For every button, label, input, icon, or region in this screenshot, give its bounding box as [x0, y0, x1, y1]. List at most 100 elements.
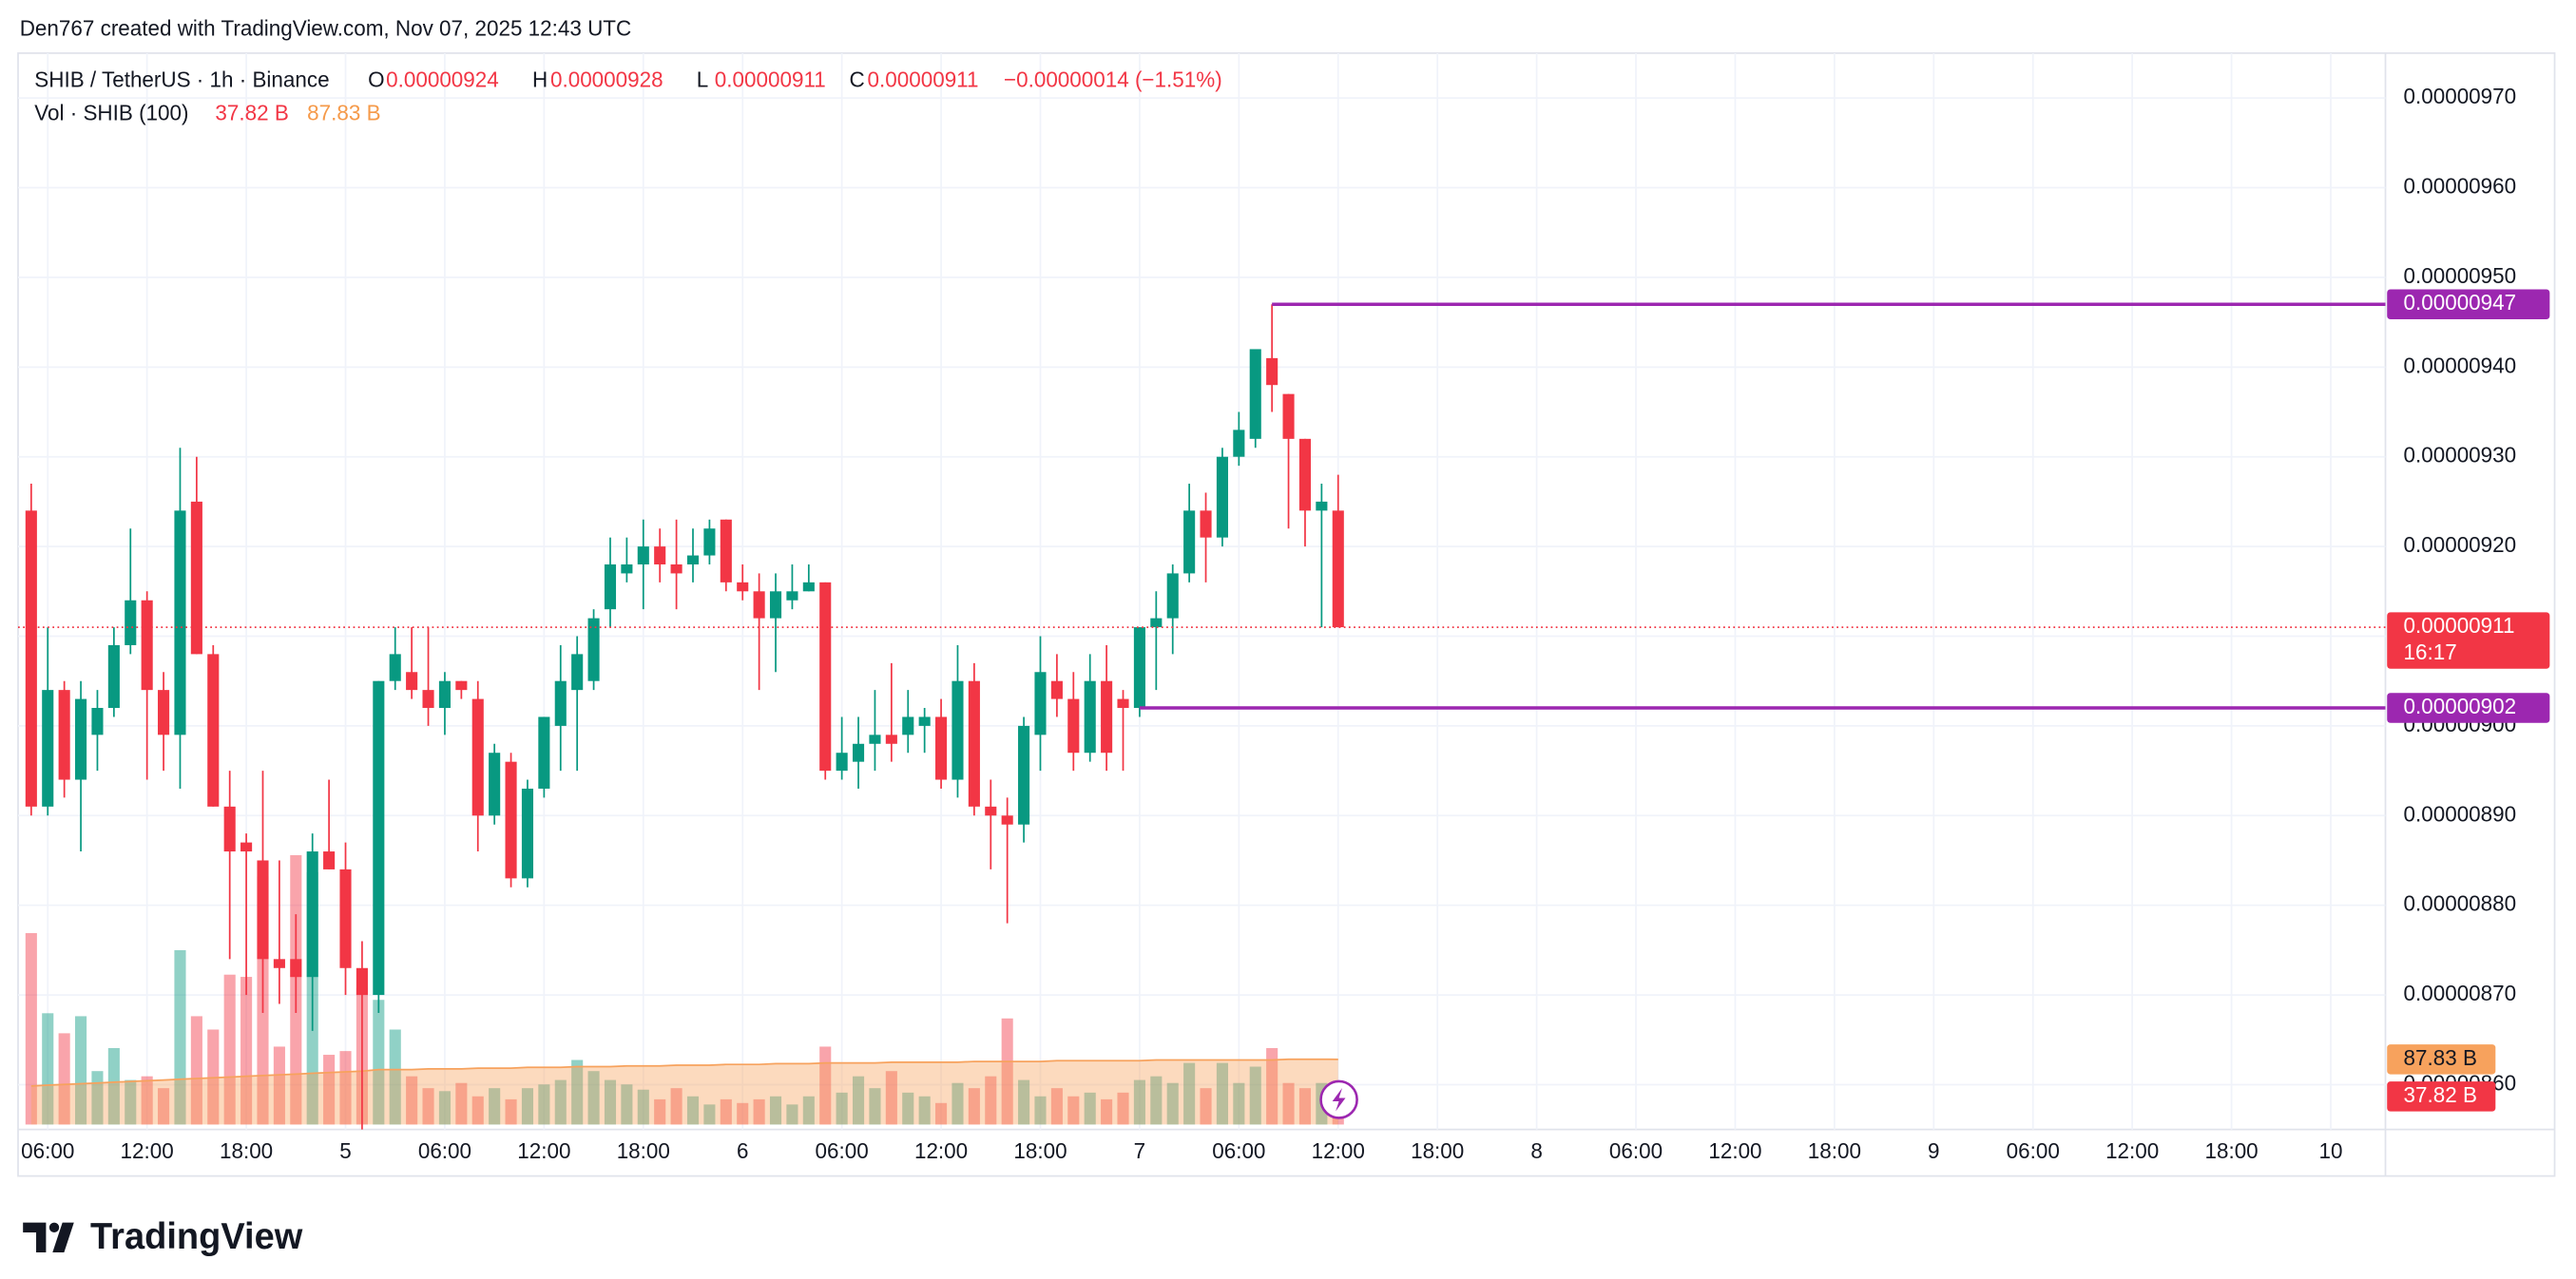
overlay: 0.000008600.000008700.000008800.00000890…: [18, 85, 2550, 1163]
volume-bar: [1034, 1096, 1047, 1125]
volume-bar: [819, 1046, 832, 1125]
volume-bar: [339, 1051, 352, 1125]
volume-bar: [918, 1096, 931, 1125]
volume-bar: [885, 1071, 897, 1125]
candle-body: [1034, 672, 1047, 735]
volume-badge-label: 87.83 B: [2404, 1046, 2477, 1070]
replay-bolt[interactable]: [1332, 1087, 1346, 1112]
candle-body: [273, 959, 285, 968]
y-tick-label: 0.00000960: [2404, 174, 2517, 198]
candle-body: [1216, 456, 1228, 538]
volume-bar: [1200, 1088, 1212, 1125]
x-tick-label: 18:00: [1411, 1139, 1464, 1163]
volume-bar: [686, 1096, 700, 1125]
x-tick-label: 06:00: [1609, 1139, 1663, 1163]
candle-body: [1266, 357, 1278, 386]
candle-body: [1316, 501, 1328, 511]
volume-bar: [554, 1079, 567, 1125]
y-tick-label: 0.00000930: [2404, 444, 2517, 468]
candle-body: [1084, 680, 1096, 754]
volume-bar: [753, 1098, 765, 1125]
y-tick-label: 0.00000870: [2404, 982, 2517, 1005]
volume-bar: [141, 1076, 153, 1125]
x-tick-label: 7: [1134, 1139, 1145, 1163]
candle-body: [1133, 627, 1145, 709]
x-tick-label: 06:00: [816, 1139, 869, 1163]
ohlc-value: 0.00000911: [715, 68, 826, 92]
ohlc-key: L: [697, 68, 708, 92]
volume-bar: [538, 1084, 550, 1125]
volume-bar: [769, 1096, 782, 1125]
x-tick-label: 5: [339, 1139, 351, 1163]
candle-body: [91, 708, 104, 735]
x-tick-label: 12:00: [1312, 1139, 1365, 1163]
candle-body: [737, 582, 749, 592]
legend: SHIB / TetherUS · 1h · Binance O 0.00000…: [34, 68, 1221, 125]
volume-bar: [869, 1088, 881, 1125]
candle-body: [306, 851, 318, 978]
volume-bar: [902, 1092, 914, 1125]
volume-bar: [1282, 1082, 1295, 1125]
x-tick-label: 06:00: [2007, 1139, 2060, 1163]
volume-bar: [968, 1088, 980, 1125]
candle-body: [686, 555, 700, 564]
ohlc-key: O: [368, 68, 384, 92]
volume-bar: [935, 1102, 948, 1125]
candle-body: [75, 698, 87, 780]
price-badge-label: 0.00000902: [2404, 695, 2517, 718]
volume-bar: [720, 1098, 732, 1125]
brand[interactable]: TradingView: [90, 1216, 302, 1257]
y-tick-label: 0.00000880: [2404, 892, 2517, 916]
volume-bar: [125, 1079, 137, 1125]
countdown: 16:17: [2404, 640, 2457, 664]
volume-bar: [174, 949, 186, 1125]
volume-bar: [1001, 1018, 1013, 1125]
candle-body: [852, 743, 865, 762]
volume-badge: [2387, 1044, 2496, 1075]
candle-body: [1200, 510, 1212, 538]
y-tick-label: 0.00000890: [2404, 802, 2517, 826]
logo-mark[interactable]: [23, 1222, 47, 1253]
candle-body: [1018, 725, 1030, 825]
logo-slash[interactable]: [52, 1222, 74, 1253]
candle-body: [554, 680, 567, 726]
candle-body: [223, 806, 236, 852]
x-tick-label: 9: [1928, 1139, 1939, 1163]
candle-body: [654, 546, 666, 564]
ohlc-key: C: [850, 68, 865, 92]
x-tick-label: 10: [2319, 1139, 2343, 1163]
volume-bar: [802, 1096, 815, 1125]
brand-logo[interactable]: TradingView: [23, 1216, 303, 1257]
price-badge: [2387, 693, 2550, 723]
candle-body: [58, 690, 70, 780]
volume-bar: [422, 1088, 434, 1125]
x-tick-label: 8: [1530, 1139, 1542, 1163]
volume-bar: [373, 1000, 385, 1125]
volume-bar: [389, 1029, 401, 1125]
candle-body: [158, 690, 170, 735]
grid: [18, 52, 2386, 1130]
volume-bar: [107, 1048, 120, 1125]
volume-bar: [670, 1088, 682, 1125]
candle-body: [753, 591, 765, 619]
replay-icon[interactable]: [1319, 1079, 1358, 1119]
candle-body: [1298, 438, 1312, 511]
candle-body: [1101, 680, 1113, 754]
candle-body: [720, 519, 732, 582]
x-tick-label: 18:00: [220, 1139, 273, 1163]
x-tick-label: 18:00: [1808, 1139, 1861, 1163]
candle-body: [141, 600, 153, 691]
volume-bar: [604, 1079, 617, 1125]
candle-body: [1233, 430, 1245, 457]
volume-bar: [952, 1082, 964, 1125]
candle-body: [389, 654, 401, 681]
candle-body: [471, 698, 484, 816]
y-tick-label: 0.00000920: [2404, 533, 2517, 557]
volume-bar: [91, 1071, 104, 1125]
volume-badge-label: 37.82 B: [2404, 1083, 2477, 1107]
candle-body: [637, 546, 649, 564]
volume-bar: [654, 1098, 666, 1125]
y-tick-label: 0.00000950: [2404, 264, 2517, 288]
logo-dot[interactable]: [48, 1222, 60, 1233]
